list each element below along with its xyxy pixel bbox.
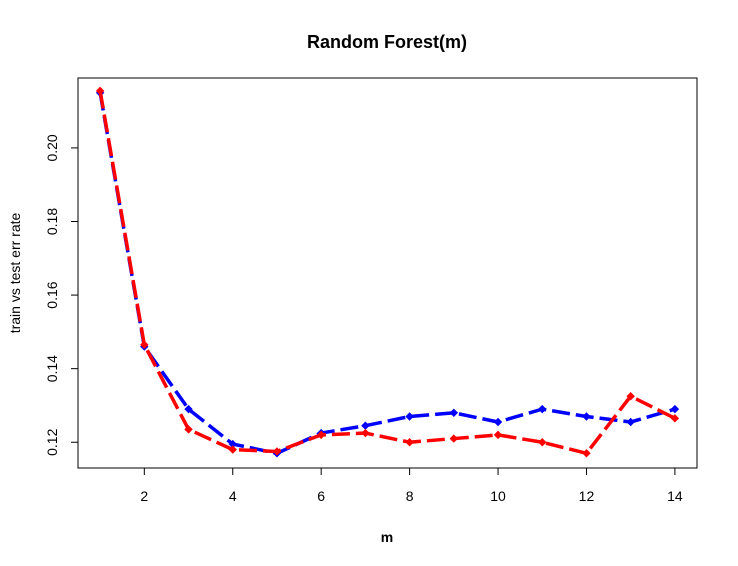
data-point	[361, 421, 370, 430]
series-layer	[95, 86, 680, 458]
y-axis-label: train vs test err rate	[7, 212, 23, 333]
x-axis-label: m	[381, 529, 393, 545]
series-line	[98, 92, 676, 456]
chart-title: Random Forest(m)	[307, 32, 467, 52]
data-point	[272, 447, 282, 456]
data-point	[228, 445, 237, 454]
x-tick-label: 10	[490, 488, 506, 504]
data-point	[449, 408, 459, 418]
data-point	[184, 425, 193, 434]
x-tick-label: 12	[579, 488, 595, 504]
data-point	[95, 86, 105, 96]
data-point	[670, 404, 680, 414]
x-tick-label: 6	[317, 488, 325, 504]
series-line	[98, 90, 676, 456]
y-tick-label: 0.14	[44, 355, 60, 382]
data-point	[140, 340, 149, 349]
x-tick-label: 14	[667, 488, 683, 504]
data-point	[405, 438, 414, 447]
series-2	[95, 86, 680, 458]
y-axis: 0.12 0.14 0.16 0.18 0.20	[44, 134, 79, 456]
x-axis: 2 4 6 8 10 12 14	[140, 467, 683, 504]
x-tick-label: 2	[140, 488, 148, 504]
data-point	[361, 428, 370, 438]
data-point	[626, 417, 635, 427]
plot-frame	[77, 77, 698, 469]
data-point	[626, 392, 635, 401]
data-point	[582, 449, 591, 458]
data-point	[449, 434, 459, 443]
x-tick-label: 4	[229, 488, 237, 504]
data-point	[582, 412, 591, 421]
data-point	[405, 412, 414, 421]
data-point	[670, 414, 680, 423]
data-point	[538, 438, 547, 447]
data-point	[184, 404, 193, 414]
y-tick-label: 0.18	[44, 208, 60, 235]
y-tick-label: 0.20	[44, 134, 60, 161]
series-1	[95, 88, 680, 458]
x-tick-label: 8	[406, 488, 414, 504]
data-point	[538, 404, 547, 414]
data-point	[493, 417, 503, 427]
data-point	[493, 430, 503, 440]
y-tick-label: 0.16	[44, 281, 60, 308]
y-tick-label: 0.12	[44, 428, 60, 455]
data-point	[316, 430, 326, 440]
